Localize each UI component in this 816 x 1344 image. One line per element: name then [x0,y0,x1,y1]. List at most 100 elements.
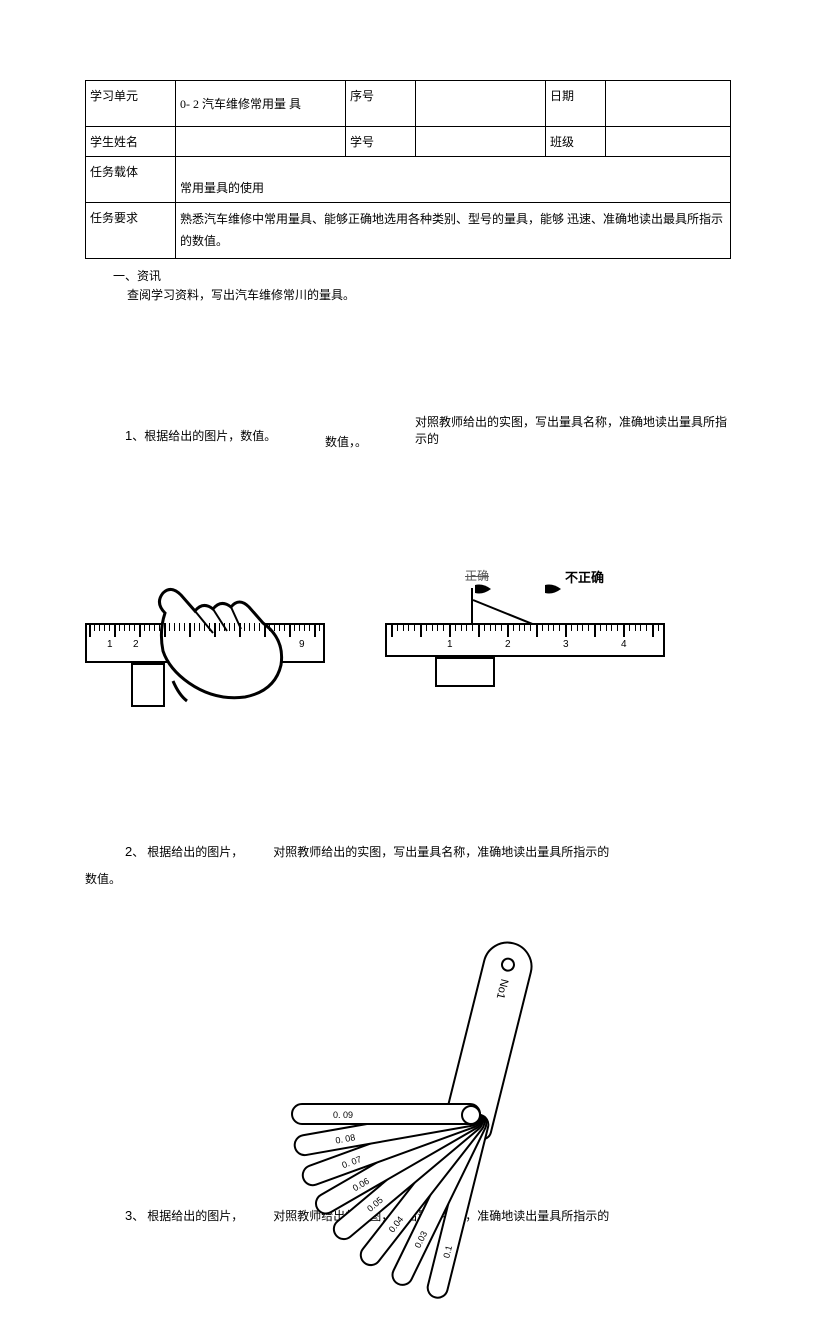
figure-ruler-hand: 1 2 8 9 [85,573,345,713]
ruler-tick [109,623,110,631]
ruler-tick [461,623,462,631]
ruler-tick [99,623,100,631]
cell-seq-label: 序号 [346,81,416,127]
ruler-tick [432,623,433,631]
ruler-tick [507,623,509,637]
pointer-icon [473,583,493,597]
ruler-tick [536,623,538,637]
rnum-4: 4 [621,639,627,650]
ruler-tick [472,623,473,631]
q2-part2: 对照教师给出的实图，写出量具名称，准确地读出量具所指示的 [273,845,609,859]
cell-id-label: 学号 [346,127,416,157]
ruler-tick [478,623,480,637]
figure-ruler-angle: 正确 不正确 1 2 3 4 [385,573,675,713]
question-2: 2、 根据给出的图片，对照教师给出的实图，写出量具名称，准确地读出量具所指示的 … [85,843,731,887]
ruler-tick [184,623,185,631]
ruler-tick [194,623,195,631]
ruler-tick [658,623,659,631]
ruler-tick [119,623,120,631]
cell-id-value [416,127,546,157]
ruler-num-2: 2 [133,639,139,650]
ruler-tick [606,623,607,631]
ruler-tick [104,623,105,631]
q2-line2: 数值。 [85,870,731,887]
ruler-tick [319,623,320,631]
ruler-tick [244,623,245,631]
figure-feeler-gauge: 0.10.030.040.050.060. 070. 080. 09 No1 [265,917,555,1177]
cell-date-label: 日期 [546,81,606,127]
ruler-num-1: 1 [107,639,113,650]
ruler-tick [420,623,422,637]
ruler-tick [565,623,567,637]
ruler-tick [414,623,415,631]
ruler-tick [209,623,210,631]
ruler-tick [114,623,116,637]
ruler-tick [144,623,145,631]
ruler-tick [249,623,250,631]
ruler-tick [617,623,618,631]
blade-label: 0. 09 [333,1110,353,1120]
ruler-tick [234,623,235,631]
ruler-tick [284,623,285,631]
ruler-tick [274,623,275,631]
ruler-tick [542,623,543,631]
section-sub: 查阅学习资料，写出汽车维修常川的量具。 [127,286,731,303]
ruler-tick [224,623,225,631]
ruler-tick [89,623,91,637]
blade-label: 0.03 [413,1230,430,1250]
ruler-tick [664,623,665,631]
label-correct: 正确 [465,567,489,584]
cell-unit-label: 学习单元 [86,81,176,127]
q2-part1: 、 根据给出的图片， [132,845,243,859]
cell-req-label: 任务要求 [86,203,176,259]
ruler-tick [426,623,427,631]
ruler-tick [159,623,160,631]
ruler-tick [189,623,191,637]
hand-icon [145,573,305,703]
ruler-tick [577,623,578,631]
question-1: 1、根据给出的图片，数值。 数值，。 对照教师给出的实图，写出量具名称，准确地读… [85,413,731,453]
ruler-tick [199,623,200,631]
ruler-tick [571,623,572,631]
ruler-tick [652,623,654,637]
ruler-tick [391,623,393,637]
measured-block-r [435,657,495,687]
cell-unit-value: 0- 2 汽车维修常用量 具 [176,81,346,127]
ruler-tick [94,623,95,631]
figures-row-1: 1 2 8 9 正确 不正确 1 2 3 4 [85,573,731,723]
ruler-tick [204,623,205,631]
ruler-tick [640,623,641,631]
cell-seq-value [416,81,546,127]
pointer-icon [543,583,563,597]
ruler-tick [588,623,589,631]
ruler-tick [646,623,647,631]
ruler-tick [279,623,280,631]
ruler-tick [484,623,485,631]
blade-label: 0.06 [351,1176,371,1193]
cell-req-value: 熟悉汽车维修中常用量具、能够正确地选用各种类别、型号的量具，能够 迅速、准确地读… [176,203,731,259]
ruler-tick [629,623,630,631]
ruler-tick [524,623,525,631]
ruler-tick [264,623,266,637]
blade-label: 0.04 [387,1215,406,1235]
ruler-tick [559,623,560,631]
blade-label: 0.05 [365,1195,385,1214]
ruler-tick [164,623,166,637]
ruler-tick [437,623,438,631]
ruler-tick [490,623,491,631]
cell-carrier-value: 常用量具的使用 [176,157,731,203]
q1-left-content: 、根据给出的图片，数值。 [132,429,276,443]
ruler-tick [254,623,255,631]
ruler-tick [169,623,170,631]
ruler-tick [513,623,514,631]
ruler-tick [530,623,531,631]
q1-left-text: 1、根据给出的图片，数值。 [125,427,276,444]
ruler-tick [455,623,456,631]
q1-right-text: 对照教师给出的实图，写出量具名称，准确地读出量具所指示的 [415,413,731,447]
ruler-tick [134,623,135,631]
ruler-tick [519,623,520,631]
ruler-tick [324,623,325,631]
rnum-3: 3 [563,639,569,650]
blade-label: 0.1 [441,1245,454,1260]
q2-line1: 2、 根据给出的图片，对照教师给出的实图，写出量具名称，准确地读出量具所指示的 [125,843,731,860]
